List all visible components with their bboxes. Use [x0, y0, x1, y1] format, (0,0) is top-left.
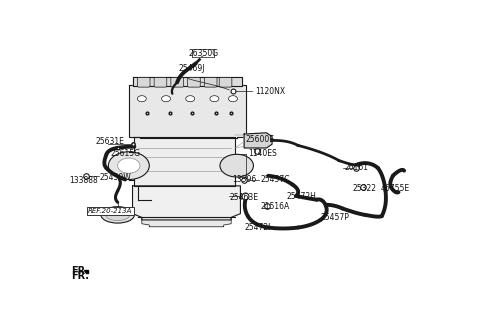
Circle shape	[186, 96, 195, 102]
FancyBboxPatch shape	[204, 77, 217, 87]
FancyBboxPatch shape	[171, 77, 183, 87]
FancyBboxPatch shape	[188, 77, 200, 87]
Text: 25631E: 25631E	[96, 137, 124, 146]
Text: 1120NX: 1120NX	[255, 87, 286, 96]
Polygon shape	[244, 133, 272, 148]
Text: 25322: 25322	[352, 184, 376, 194]
Text: 46755E: 46755E	[381, 184, 410, 194]
Text: 1140ES: 1140ES	[248, 149, 276, 158]
Text: 25463E: 25463E	[229, 193, 258, 202]
Text: 25615G: 25615G	[110, 149, 140, 158]
Text: 25472I: 25472I	[244, 223, 271, 232]
Text: 25600E: 25600E	[245, 135, 274, 144]
Polygon shape	[134, 136, 235, 186]
Text: FR.: FR.	[71, 271, 89, 280]
Polygon shape	[129, 85, 246, 138]
Text: 133888: 133888	[69, 176, 98, 185]
Circle shape	[137, 96, 146, 102]
Text: 25469J: 25469J	[179, 64, 205, 73]
Text: 25472H: 25472H	[287, 192, 317, 201]
Text: FR.: FR.	[71, 265, 89, 276]
FancyBboxPatch shape	[219, 77, 232, 87]
Text: 13396: 13396	[232, 175, 256, 184]
FancyBboxPatch shape	[137, 77, 150, 87]
Circle shape	[108, 152, 149, 179]
Polygon shape	[142, 217, 231, 227]
Text: 26161: 26161	[345, 163, 369, 172]
Ellipse shape	[101, 207, 134, 223]
Circle shape	[228, 96, 238, 102]
Text: 21516A: 21516A	[261, 202, 290, 211]
Text: 25457C: 25457C	[260, 175, 289, 184]
Text: REF.20-213A: REF.20-213A	[88, 208, 132, 214]
Circle shape	[210, 96, 219, 102]
Ellipse shape	[106, 209, 130, 220]
Circle shape	[118, 158, 140, 173]
Polygon shape	[132, 77, 242, 86]
Text: 26350G: 26350G	[188, 49, 218, 58]
Circle shape	[220, 154, 253, 177]
Text: 25450W: 25450W	[99, 173, 131, 181]
Text: 25457P: 25457P	[321, 213, 349, 222]
Polygon shape	[84, 271, 88, 273]
Circle shape	[162, 96, 170, 102]
Polygon shape	[132, 186, 240, 220]
FancyBboxPatch shape	[154, 77, 167, 87]
